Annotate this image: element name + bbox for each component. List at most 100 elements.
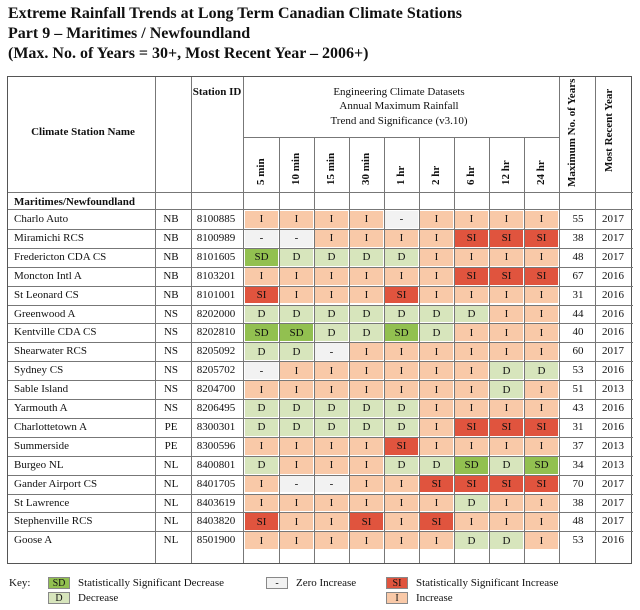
station-name: Kentville CDA CS bbox=[14, 326, 97, 339]
trend-cell: I bbox=[349, 342, 384, 362]
trend-cell: I bbox=[349, 455, 384, 475]
station-id: 8202000 bbox=[196, 307, 236, 320]
recent-year: 2017 bbox=[602, 250, 624, 263]
trend-cell: SD bbox=[454, 455, 489, 475]
station-name: Summerside bbox=[14, 439, 69, 452]
trend-cell: I bbox=[279, 512, 314, 532]
trend-cell: D bbox=[244, 304, 279, 324]
recent-year: 2016 bbox=[602, 269, 624, 282]
trend-cell: D bbox=[384, 455, 419, 475]
trend-cell: D bbox=[314, 304, 349, 324]
trend-cell: D bbox=[489, 380, 524, 399]
trend-cell: I bbox=[314, 380, 349, 399]
trend-cell: I bbox=[489, 399, 524, 418]
station-province: PE bbox=[164, 420, 178, 433]
trend-cell: I bbox=[279, 266, 314, 286]
trend-cell: D bbox=[279, 304, 314, 324]
max-years: 60 bbox=[572, 345, 584, 358]
trend-cell: SI bbox=[489, 228, 524, 248]
grid-line bbox=[384, 137, 385, 563]
grid-line bbox=[8, 512, 633, 514]
recent-year: 2016 bbox=[602, 326, 624, 339]
header-duration: 30 min bbox=[360, 152, 372, 185]
header-station-id: Station ID bbox=[192, 86, 242, 98]
station-province: PE bbox=[164, 439, 178, 452]
trend-cell: - bbox=[244, 361, 279, 381]
trend-cell: - bbox=[384, 210, 419, 229]
trend-cell: I bbox=[384, 228, 419, 248]
trend-cell: I bbox=[419, 361, 454, 381]
region-label: Maritimes/Newfoundland bbox=[14, 196, 135, 208]
station-province: NL bbox=[163, 496, 179, 509]
trend-cell: I bbox=[419, 228, 454, 248]
trend-cell: SI bbox=[524, 474, 559, 494]
trend-cell: D bbox=[279, 342, 314, 362]
grid-line bbox=[279, 137, 280, 563]
trend-cell: I bbox=[454, 323, 489, 343]
trend-cell: I bbox=[524, 493, 559, 513]
trend-cell: I bbox=[419, 210, 454, 229]
station-name: Yarmouth A bbox=[14, 402, 68, 414]
station-province: NS bbox=[163, 364, 179, 377]
station-name: St Lawrence bbox=[14, 496, 70, 509]
header-duration: 2 hr bbox=[430, 165, 442, 185]
station-name: Moncton Intl A bbox=[14, 269, 82, 282]
trend-cell: I bbox=[454, 436, 489, 456]
trend-cell: I bbox=[314, 361, 349, 381]
station-province: NB bbox=[163, 269, 179, 282]
header-group-line-2: Annual Maximum Rainfall bbox=[339, 100, 459, 112]
grid-line bbox=[349, 137, 350, 563]
recent-year: 2017 bbox=[602, 345, 624, 358]
legend-si-text: Statistically Significant Increase bbox=[416, 577, 559, 589]
station-province: NS bbox=[163, 402, 179, 414]
recent-year: 2017 bbox=[602, 496, 624, 509]
trend-cell: D bbox=[314, 247, 349, 267]
trend-cell: D bbox=[244, 455, 279, 475]
trend-cell: D bbox=[279, 417, 314, 437]
max-years: 70 bbox=[572, 477, 584, 490]
max-years: 31 bbox=[572, 420, 584, 433]
grid-line bbox=[8, 247, 633, 249]
trend-cell: D bbox=[314, 399, 349, 418]
grid-line bbox=[8, 417, 633, 419]
trend-cell: I bbox=[454, 285, 489, 305]
trend-cell: I bbox=[279, 455, 314, 475]
trend-cell: I bbox=[279, 361, 314, 381]
max-years: 48 bbox=[572, 250, 584, 263]
max-years: 34 bbox=[572, 458, 584, 471]
trend-cell: SD bbox=[384, 323, 419, 343]
station-province: NB bbox=[163, 288, 179, 301]
trend-cell: I bbox=[384, 342, 419, 362]
trend-cell: I bbox=[489, 342, 524, 362]
trend-cell: I bbox=[454, 342, 489, 362]
grid-line bbox=[8, 266, 633, 268]
grid-line bbox=[8, 228, 633, 230]
grid-line bbox=[8, 531, 633, 533]
station-province: NL bbox=[163, 477, 179, 490]
recent-year: 2017 bbox=[602, 231, 624, 244]
trend-cell: D bbox=[279, 399, 314, 418]
trend-cell: I bbox=[454, 399, 489, 418]
station-name: Burgeo NL bbox=[14, 458, 64, 471]
trend-cell: I bbox=[314, 266, 349, 286]
trend-cell: I bbox=[314, 493, 349, 513]
grid-line bbox=[559, 77, 560, 563]
trend-cell: I bbox=[279, 285, 314, 305]
trend-cell: I bbox=[314, 455, 349, 475]
max-years: 67 bbox=[572, 269, 584, 282]
trend-cell: I bbox=[244, 380, 279, 399]
trend-cell: I bbox=[489, 436, 524, 456]
trend-cell: SI bbox=[524, 228, 559, 248]
trend-cell: I bbox=[489, 323, 524, 343]
grid-line bbox=[8, 493, 633, 495]
trend-cell: I bbox=[349, 380, 384, 399]
station-id: 8300301 bbox=[196, 420, 236, 433]
station-id: 8202810 bbox=[196, 326, 236, 339]
trend-cell: I bbox=[524, 399, 559, 418]
trend-cell: I bbox=[384, 266, 419, 286]
recent-year: 2017 bbox=[602, 213, 624, 225]
trend-cell: I bbox=[454, 512, 489, 532]
legend-label: Key: bbox=[9, 577, 31, 589]
station-province: NB bbox=[163, 213, 179, 225]
trend-cell: SI bbox=[419, 474, 454, 494]
